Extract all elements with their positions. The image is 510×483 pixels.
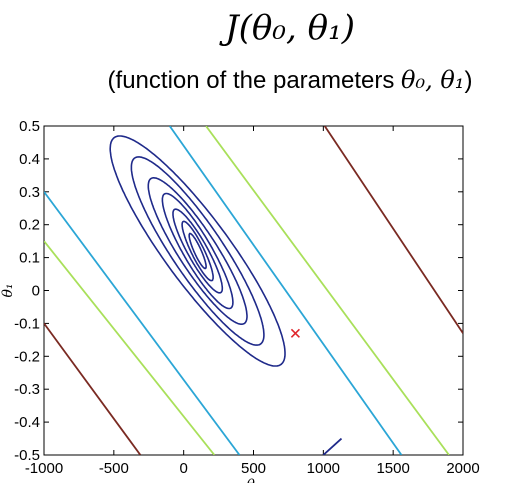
subtitle-text: (function of the parameters [107,67,402,94]
contour-line [168,126,403,455]
contour-ellipse [188,232,207,270]
x-tick-label: 0 [179,460,187,477]
current-point-marker [290,328,300,338]
marker-stroke [290,328,300,338]
x-tick-label: -1000 [25,460,63,477]
x-tick-label: 1000 [307,460,340,477]
contour-line [323,126,463,334]
contour-ellipse [172,208,224,294]
contour-ellipse [130,156,265,346]
y-tick-label: 0.4 [19,151,40,168]
y-tick-label: -0.5 [14,447,40,464]
y-tick-label: 0 [32,283,40,300]
contour-line [322,437,343,455]
contour-ellipse [109,135,286,367]
chart-subtitle: (function of the parameters θ₀, θ₁) [0,66,510,95]
x-tick-label: 2000 [446,460,479,477]
plot-axes: -1000 -500 0 500 1000 1500 2000 0.5 0.4 0.3 0.2 0.1… [0,118,480,483]
chart-title: J(θ₀, θ₁) [225,8,355,48]
contour-line [205,126,450,455]
x-tick-label: 1500 [376,460,409,477]
subtitle-math: θ₀, θ₁ [401,66,465,94]
contour-line [44,191,241,455]
y-axis-label: θ₁ [0,283,16,297]
x-tick-label: 500 [241,460,266,477]
x-tick-label: -500 [99,460,129,477]
subtitle-close: ) [464,67,473,94]
plot-frame [43,125,464,456]
y-tick-label: 0.3 [19,184,40,201]
y-tick-label: -0.1 [14,315,40,332]
y-tick-label: -0.4 [14,414,40,431]
y-tick-label: 0.1 [19,250,40,267]
contour-line [44,322,142,455]
contour-line [44,240,216,455]
y-tick-label: 0.2 [19,217,40,234]
contour-ellipse [161,192,234,310]
x-axis-label: θ₀ [246,477,260,483]
contour-lines [44,126,463,455]
y-tick-label: -0.3 [14,381,40,398]
y-tick-label: -0.2 [14,348,40,365]
y-tick-label: 0.5 [19,118,40,135]
contour-ellipse [147,177,248,326]
contour-ellipse [181,220,214,282]
